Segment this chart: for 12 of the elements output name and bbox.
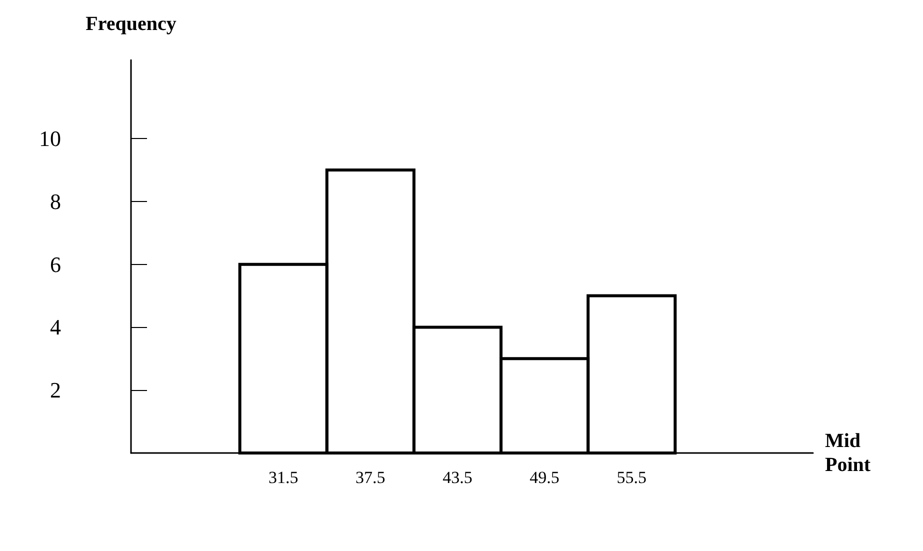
x-tick-label: 37.5	[356, 468, 386, 487]
y-axis-title: Frequency	[86, 13, 176, 35]
x-tick-label: 31.5	[268, 468, 298, 487]
y-tick-label: 2	[50, 378, 61, 403]
y-tick-label: 6	[50, 252, 61, 277]
x-tick-label: 49.5	[530, 468, 560, 487]
y-tick-label: 10	[39, 126, 61, 152]
x-tick-label: 55.5	[616, 468, 646, 487]
y-tick-label: 4	[50, 314, 61, 340]
x-axis-title: Mid Point	[825, 430, 871, 476]
y-tick-label: 8	[50, 188, 61, 214]
x-tick-label: 43.5	[442, 468, 472, 487]
